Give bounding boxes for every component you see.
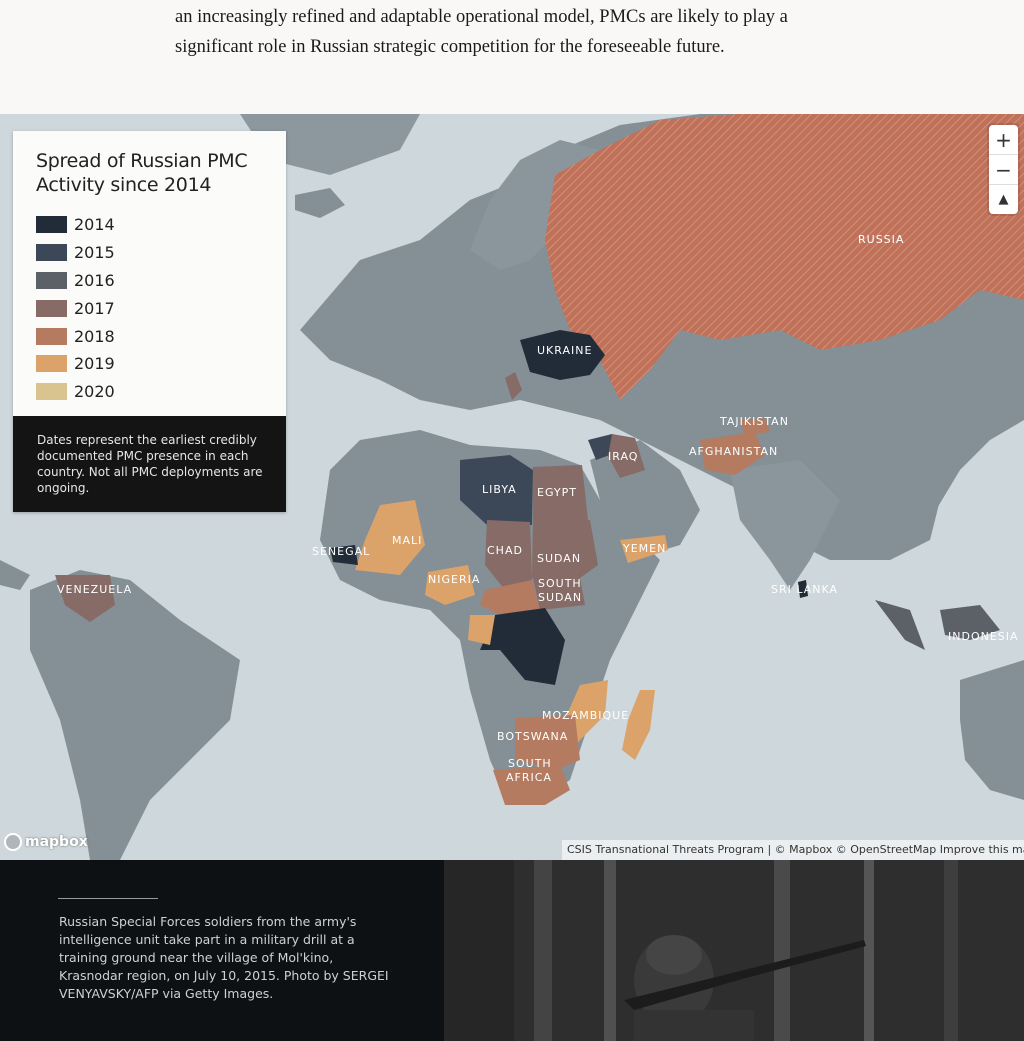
- legend-panel: Spread of Russian PMC Activity since 201…: [13, 131, 286, 512]
- article-line-2: significant role in Russian strategic co…: [175, 37, 725, 57]
- map-label-chad: CHAD: [487, 544, 523, 557]
- legend-swatch: [36, 216, 67, 234]
- legend-label: 2020: [74, 382, 115, 402]
- legend-item-2019: 2019: [36, 350, 286, 378]
- map-controls: + − ▲: [989, 125, 1018, 214]
- legend-item-2014: 2014: [36, 211, 286, 239]
- legend-title-line-1: Spread of Russian PMC: [36, 150, 248, 172]
- map-canvas[interactable]: [0, 114, 1024, 860]
- photo-illustration: [444, 860, 1024, 1041]
- egypt-country: [533, 465, 588, 520]
- mapbox-logo-text: mapbox: [25, 834, 88, 850]
- indonesia-land: [875, 600, 1000, 650]
- mapbox-logo-icon: [4, 833, 22, 851]
- map-label-south-sudan-1: SOUTH: [538, 577, 582, 590]
- south-sudan-country: [533, 578, 585, 610]
- iceland-land: [295, 188, 345, 218]
- senegal-country: [330, 545, 358, 565]
- mali-country: [355, 500, 425, 575]
- map-label-south-africa-1: SOUTH: [508, 757, 552, 770]
- ukraine-country: [520, 330, 605, 380]
- legend-label: 2017: [74, 298, 115, 318]
- southern-africa-countries: [515, 715, 580, 770]
- mapbox-logo[interactable]: mapbox: [4, 833, 88, 851]
- article-line-1: an increasingly refined and adaptable op…: [175, 7, 788, 27]
- chad-country: [485, 520, 532, 590]
- sudan-country: [532, 520, 598, 578]
- legend-swatch: [36, 355, 67, 373]
- map-label-russia: RUSSIA: [858, 233, 905, 246]
- se-asia-land: [840, 460, 940, 560]
- map-label-mozambique: MOZAMBIQUE: [542, 709, 630, 722]
- legend-swatch: [36, 244, 67, 262]
- map-label-south-africa-2: AFRICA: [506, 771, 552, 784]
- venezuela-country: [55, 575, 115, 622]
- legend-item-2020: 2020: [36, 378, 286, 406]
- nigeria-country: [425, 565, 475, 605]
- map-label-venezuela: VENEZUELA: [57, 583, 133, 596]
- congo-country: [468, 615, 495, 645]
- legend-swatch: [36, 271, 67, 289]
- afghanistan-country: [700, 432, 765, 475]
- legend-title: Spread of Russian PMC Activity since 201…: [13, 131, 286, 205]
- legend-item-2015: 2015: [36, 239, 286, 267]
- map[interactable]: RUSSIA UKRAINE LIBYA EGYPT CHAD SUDAN SO…: [0, 114, 1024, 860]
- photo-caption-panel: Russian Special Forces soldiers from the…: [0, 860, 444, 1041]
- compass-button[interactable]: ▲: [998, 192, 1009, 207]
- map-label-ukraine: UKRAINE: [537, 344, 593, 357]
- map-label-senegal: SENEGAL: [312, 545, 371, 558]
- zoom-out-button[interactable]: −: [989, 155, 1018, 185]
- libya-country: [460, 455, 533, 525]
- map-label-sudan: SUDAN: [537, 552, 582, 565]
- map-label-egypt: EGYPT: [537, 486, 577, 499]
- caption-divider: [58, 898, 158, 899]
- british-isles-land: [390, 260, 425, 330]
- serbia-country: [505, 372, 522, 400]
- legend-label: 2018: [74, 326, 115, 346]
- map-label-nigeria: NIGERIA: [428, 573, 481, 586]
- map-label-mali: MALI: [392, 534, 423, 547]
- legend-swatch: [36, 327, 67, 345]
- car-country: [480, 580, 540, 615]
- iraq-country: [608, 434, 645, 478]
- south-africa-country: [493, 765, 570, 805]
- map-label-iraq: IRAQ: [608, 450, 639, 463]
- legend-label: 2014: [74, 215, 115, 235]
- madagascar-land: [622, 690, 655, 760]
- legend-note: Dates represent the earliest credibly do…: [13, 415, 286, 512]
- caribbean-land: [0, 560, 30, 590]
- map-label-botswana: BOTSWANA: [497, 730, 569, 743]
- legend-list: 2014 2015 2016 2017 2018 2019 2020: [13, 205, 286, 416]
- yemen-country: [620, 535, 668, 563]
- india-land: [730, 460, 840, 590]
- legend-label: 2015: [74, 243, 115, 263]
- tajikistan-country: [740, 418, 770, 435]
- sri-lanka-country: [798, 580, 808, 598]
- map-label-libya: LIBYA: [482, 483, 517, 496]
- map-attribution[interactable]: CSIS Transnational Threats Program | © M…: [562, 840, 1024, 860]
- map-label-indonesia: INDONESIA: [948, 630, 1019, 643]
- drc-country: [480, 608, 565, 685]
- legend-item-2016: 2016: [36, 267, 286, 295]
- legend-swatch: [36, 299, 67, 317]
- south-america-land: [30, 570, 240, 860]
- map-label-south-sudan-2: SUDAN: [538, 591, 583, 604]
- russia-country: [545, 114, 1024, 400]
- photo-caption: Russian Special Forces soldiers from the…: [59, 914, 389, 1001]
- map-label-sri-lanka: SRI LANKA: [771, 583, 839, 596]
- map-label-afghanistan: AFGHANISTAN: [689, 445, 779, 458]
- map-label-yemen: YEMEN: [623, 542, 667, 555]
- zoom-in-button[interactable]: +: [989, 125, 1018, 155]
- legend-item-2017: 2017: [36, 294, 286, 322]
- legend-item-2018: 2018: [36, 322, 286, 350]
- soldier-photo: [444, 860, 1024, 1041]
- legend-label: 2016: [74, 270, 115, 290]
- australia-land: [960, 660, 1024, 800]
- legend-title-line-2: Activity since 2014: [36, 174, 212, 196]
- legend-label: 2019: [74, 354, 115, 374]
- legend-swatch: [36, 383, 67, 401]
- map-label-tajikistan: TAJIKISTAN: [720, 415, 789, 428]
